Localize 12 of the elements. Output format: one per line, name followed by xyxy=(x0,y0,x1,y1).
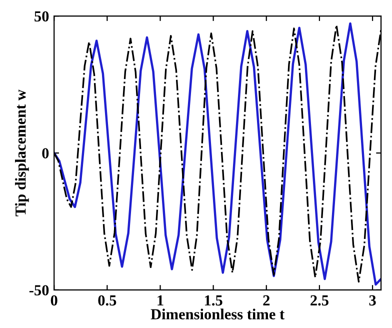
y-tick-label: -50 xyxy=(29,285,49,296)
x-tick-label: 1.5 xyxy=(204,295,222,306)
x-tick-label: 0 xyxy=(50,295,58,306)
x-axis-title: Dimensionless time t xyxy=(150,308,285,320)
x-tick-label: 3 xyxy=(369,295,376,306)
x-tick-label: 1 xyxy=(158,295,164,306)
x-tick-label: 0.5 xyxy=(98,295,116,306)
x-tick-label: 2 xyxy=(263,295,270,306)
y-tick-label: 0 xyxy=(42,148,49,158)
y-axis-title: Tip displacement w xyxy=(15,90,29,216)
x-tick-label: 2.5 xyxy=(310,295,328,306)
y-tick-label: 50 xyxy=(34,11,49,22)
